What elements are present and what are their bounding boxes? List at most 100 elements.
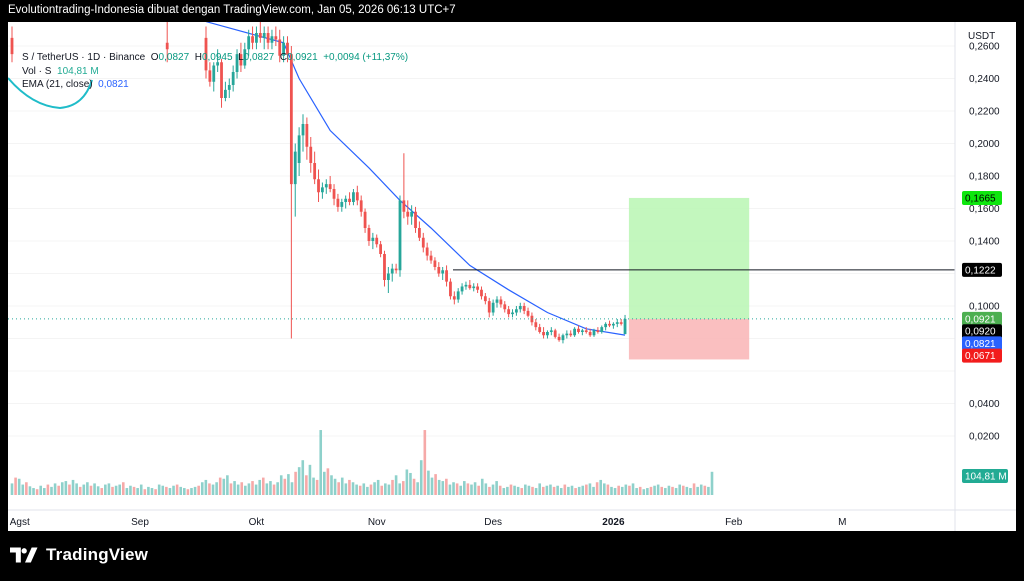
- candle[interactable]: [406, 200, 410, 225]
- candle[interactable]: [534, 319, 538, 331]
- candle[interactable]: [445, 265, 448, 287]
- candle[interactable]: [297, 127, 301, 176]
- candle[interactable]: [546, 330, 549, 339]
- candle[interactable]: [464, 281, 468, 290]
- candle[interactable]: [386, 267, 390, 293]
- candle[interactable]: [468, 280, 472, 290]
- candle[interactable]: [398, 195, 402, 277]
- candle[interactable]: [604, 322, 608, 331]
- candle[interactable]: [557, 333, 561, 342]
- candle[interactable]: [367, 224, 371, 246]
- symbol-label[interactable]: S / TetherUS · 1D · Binance: [22, 52, 146, 63]
- candle[interactable]: [274, 26, 278, 47]
- candle[interactable]: [460, 283, 464, 295]
- candle[interactable]: [507, 306, 511, 318]
- candle[interactable]: [441, 267, 445, 280]
- legend-volume-row[interactable]: Vol · S 104,81 M: [22, 65, 408, 79]
- candle[interactable]: [429, 250, 433, 264]
- candle[interactable]: [499, 296, 503, 308]
- candle[interactable]: [390, 263, 394, 282]
- candle[interactable]: [383, 250, 386, 287]
- candle[interactable]: [344, 195, 348, 209]
- candle[interactable]: [526, 307, 530, 318]
- candle[interactable]: [227, 78, 231, 99]
- candle[interactable]: [208, 62, 212, 87]
- candle[interactable]: [375, 234, 379, 248]
- candle[interactable]: [363, 208, 367, 233]
- candle[interactable]: [359, 195, 363, 217]
- candle[interactable]: [402, 153, 406, 219]
- candle[interactable]: [371, 232, 375, 250]
- candle[interactable]: [565, 330, 569, 339]
- candle[interactable]: [619, 319, 623, 326]
- candle[interactable]: [483, 293, 487, 305]
- candle[interactable]: [332, 184, 336, 206]
- candle[interactable]: [286, 36, 289, 63]
- candle[interactable]: [216, 49, 220, 72]
- candle[interactable]: [495, 296, 499, 308]
- candle[interactable]: [573, 327, 576, 337]
- candle[interactable]: [220, 59, 223, 108]
- candle[interactable]: [293, 143, 297, 217]
- candle[interactable]: [212, 62, 216, 92]
- candle[interactable]: [231, 65, 235, 92]
- candle[interactable]: [204, 26, 208, 79]
- candle[interactable]: [511, 309, 514, 318]
- candle[interactable]: [266, 26, 270, 50]
- candle[interactable]: [418, 221, 421, 242]
- candle[interactable]: [608, 320, 611, 328]
- candle[interactable]: [615, 319, 619, 328]
- candle[interactable]: [301, 114, 305, 152]
- candle[interactable]: [569, 330, 573, 337]
- candle[interactable]: [414, 206, 417, 233]
- candle[interactable]: [542, 327, 545, 339]
- candle[interactable]: [530, 312, 534, 326]
- candle[interactable]: [235, 49, 239, 79]
- candle[interactable]: [476, 283, 479, 293]
- candle[interactable]: [289, 46, 293, 339]
- candle[interactable]: [584, 327, 588, 334]
- candle[interactable]: [437, 262, 441, 277]
- drawing-arc[interactable]: [8, 77, 93, 110]
- candle[interactable]: [553, 328, 557, 339]
- candle[interactable]: [596, 327, 600, 334]
- candle[interactable]: [518, 302, 522, 313]
- candle[interactable]: [379, 241, 382, 258]
- candle[interactable]: [224, 81, 227, 102]
- candle[interactable]: [278, 29, 282, 63]
- candle[interactable]: [282, 36, 285, 63]
- candle[interactable]: [449, 278, 452, 300]
- candle[interactable]: [258, 22, 262, 43]
- candle[interactable]: [588, 328, 592, 337]
- candle[interactable]: [309, 137, 313, 173]
- candle[interactable]: [491, 299, 495, 316]
- candle[interactable]: [352, 189, 355, 206]
- candle[interactable]: [623, 314, 627, 335]
- candle[interactable]: [480, 286, 483, 300]
- candle[interactable]: [577, 325, 580, 334]
- candle[interactable]: [549, 327, 553, 336]
- candle[interactable]: [433, 257, 437, 271]
- candle[interactable]: [324, 179, 328, 194]
- candle[interactable]: [239, 42, 243, 72]
- candle[interactable]: [612, 322, 615, 329]
- candle[interactable]: [321, 182, 324, 199]
- target-zone[interactable]: [628, 197, 750, 319]
- candle[interactable]: [313, 151, 317, 185]
- candle[interactable]: [317, 169, 320, 203]
- candle[interactable]: [394, 263, 398, 274]
- candle[interactable]: [515, 306, 518, 316]
- candle[interactable]: [10, 26, 14, 63]
- candle[interactable]: [165, 22, 169, 63]
- candle[interactable]: [561, 333, 565, 344]
- candle[interactable]: [336, 193, 340, 212]
- candle[interactable]: [348, 192, 351, 206]
- candle[interactable]: [425, 242, 429, 261]
- candle[interactable]: [247, 29, 251, 56]
- candle[interactable]: [580, 328, 584, 336]
- candle[interactable]: [255, 26, 258, 50]
- candle[interactable]: [522, 302, 526, 315]
- legend-ema-row[interactable]: EMA (21, close) 0,0821: [22, 78, 408, 92]
- chart-frame[interactable]: USDT 0,2600 0,2400 0,2200 0,2000 0,1800 0,1600…: [8, 22, 1016, 531]
